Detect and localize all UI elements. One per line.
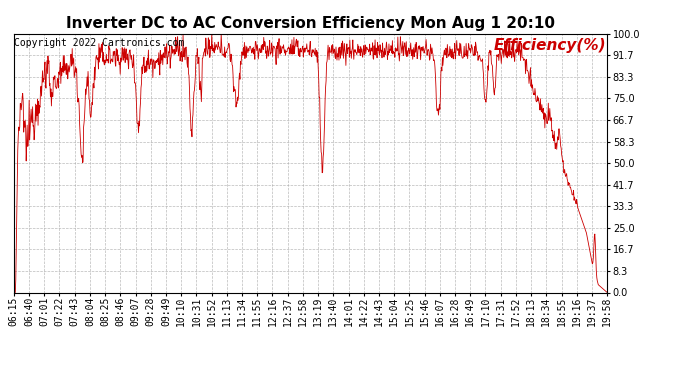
Title: Inverter DC to AC Conversion Efficiency Mon Aug 1 20:10: Inverter DC to AC Conversion Efficiency …: [66, 16, 555, 31]
Text: Efficiency(%): Efficiency(%): [493, 38, 606, 52]
Text: Copyright 2022 Cartronics.com: Copyright 2022 Cartronics.com: [14, 38, 185, 48]
